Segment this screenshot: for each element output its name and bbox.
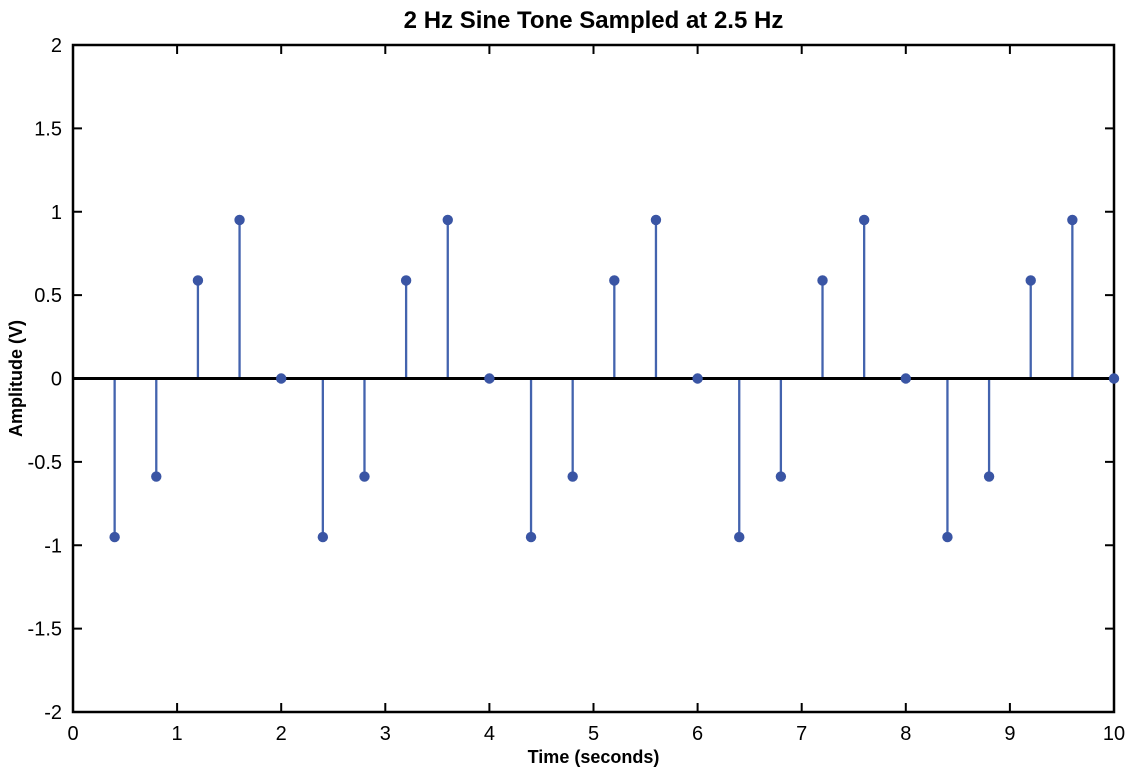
sample-marker <box>734 531 745 543</box>
sample-marker <box>192 275 204 286</box>
x-axis-label: Time (seconds) <box>528 747 660 767</box>
x-tick-label: 0 <box>67 723 78 745</box>
sample-marker <box>484 373 495 384</box>
y-tick-label: 1.5 <box>34 118 62 140</box>
sample-marker <box>650 214 662 226</box>
y-tick-label: -1 <box>44 535 62 557</box>
y-tick-label: -2 <box>44 702 62 724</box>
sample-marker <box>1025 275 1036 286</box>
sample-marker <box>234 214 245 226</box>
sample-marker <box>858 214 870 226</box>
y-tick-label: -1.5 <box>28 619 62 641</box>
y-tick-label: -0.5 <box>28 452 62 474</box>
x-tick-label: 5 <box>588 723 599 745</box>
x-tick-label: 3 <box>380 723 391 745</box>
x-tick-label: 4 <box>484 723 495 745</box>
sample-marker <box>525 531 537 543</box>
x-tick-label: 8 <box>900 723 911 745</box>
x-tick-label: 1 <box>172 723 183 745</box>
x-tick-label: 7 <box>796 723 807 745</box>
sample-marker <box>942 531 953 543</box>
sample-marker <box>567 471 578 482</box>
plot-area: 0 1 2 3 4 5 6 7 8 9 10 -2 -1.5 -1 -0.5 0 0.5 1 1.5 2 <box>28 35 1126 745</box>
sample-marker <box>400 275 412 286</box>
x-tick-label: 2 <box>276 723 287 745</box>
sample-marker <box>317 531 329 543</box>
sample-marker <box>442 214 453 226</box>
sample-marker <box>983 471 995 482</box>
y-tick-label: 2 <box>51 35 62 57</box>
sample-marker <box>151 471 162 482</box>
sample-marker <box>1108 373 1120 384</box>
x-tick-label: 9 <box>1004 723 1015 745</box>
y-tick-label: 1 <box>51 202 62 224</box>
y-tick-label: 0 <box>51 369 62 391</box>
sample-marker <box>775 471 787 482</box>
sample-marker <box>900 373 911 384</box>
y-axis-label: Amplitude (V) <box>6 320 26 437</box>
sample-marker <box>692 373 703 384</box>
sample-marker <box>276 373 287 384</box>
sample-marker <box>1067 214 1078 226</box>
sample-marker <box>109 531 120 543</box>
sample-marker <box>359 471 370 482</box>
x-tick-label: 10 <box>1103 723 1125 745</box>
sample-marker <box>817 275 828 286</box>
x-tick-label: 6 <box>692 723 703 745</box>
chart-title: 2 Hz Sine Tone Sampled at 2.5 Hz <box>404 7 784 34</box>
y-tick-label: 0.5 <box>34 285 62 307</box>
sample-marker <box>609 275 620 286</box>
